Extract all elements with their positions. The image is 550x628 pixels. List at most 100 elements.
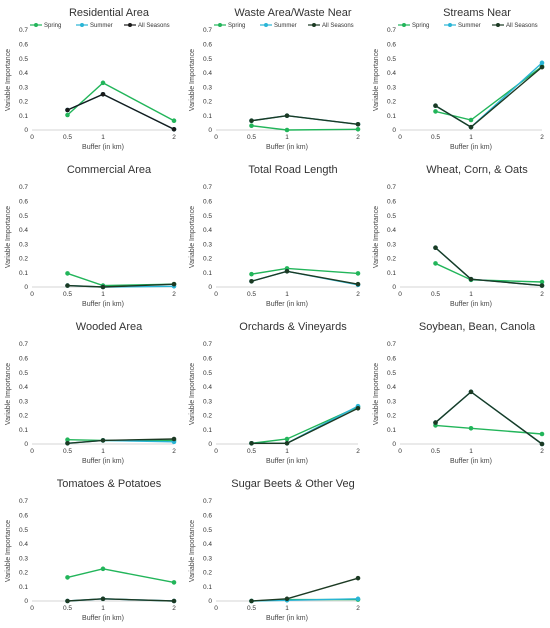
y-tick-label: 0.7 — [387, 184, 396, 191]
chart-panel-9: Tomatoes & Potatoes 0 0.1 0.2 0.3 0.4 0.5 0.6 0.… — [5, 478, 177, 622]
data-point-all_seasons — [171, 281, 177, 287]
y-tick-label: 0.5 — [19, 56, 28, 63]
data-point-spring — [539, 431, 545, 437]
y-tick-label: 0.4 — [19, 384, 28, 391]
y-tick-label: 0.4 — [203, 541, 212, 548]
x-tick-label: 0 — [30, 448, 34, 455]
y-tick-label: 0.6 — [203, 198, 212, 205]
x-tick-label: 0.5 — [63, 448, 72, 455]
y-tick-label: 0.6 — [387, 355, 396, 362]
data-point-all_seasons — [249, 598, 254, 604]
data-point-spring — [249, 123, 254, 129]
chart-title: Orchards & Vineyards — [239, 321, 347, 333]
y-tick-label: 0.4 — [19, 227, 28, 234]
data-point-spring — [249, 271, 254, 277]
data-point-spring — [433, 109, 438, 114]
x-tick-label: 0 — [398, 291, 402, 298]
y-tick-label: 0 — [24, 127, 28, 134]
x-tick-label: 1 — [469, 448, 473, 455]
chart-title: Commercial Area — [67, 164, 152, 176]
y-tick-label: 0 — [392, 441, 396, 448]
x-tick-label: 2 — [356, 448, 360, 455]
y-tick-label: 0.7 — [19, 341, 28, 348]
data-point-spring — [468, 425, 474, 431]
legend-item-all_seasons: All Seasons — [492, 23, 538, 29]
y-axis-label: Variable Importance — [373, 49, 380, 111]
y-tick-label: 0.5 — [203, 370, 212, 377]
y-tick-label: 0.6 — [19, 41, 28, 48]
y-tick-label: 0 — [392, 284, 396, 291]
x-tick-label: 0.5 — [63, 134, 72, 141]
y-tick-label: 0.7 — [19, 498, 28, 505]
y-tick-label: 0.7 — [19, 27, 28, 34]
x-tick-label: 2 — [540, 448, 544, 455]
chart-title: Residential Area — [69, 7, 150, 19]
data-point-spring — [171, 580, 177, 585]
x-tick-label: 0 — [214, 291, 218, 298]
x-tick-label: 1 — [101, 448, 105, 455]
x-tick-label: 1 — [101, 291, 105, 298]
series-line-all_seasons — [435, 66, 543, 129]
x-tick-label: 2 — [540, 134, 544, 141]
y-axis-label: Variable Importance — [5, 520, 12, 582]
data-point-all_seasons — [284, 113, 290, 119]
data-point-summer — [539, 60, 545, 66]
data-point-spring — [433, 261, 438, 266]
legend-item-all_seasons: All Seasons — [124, 23, 170, 29]
data-point-all_seasons — [539, 283, 545, 288]
series-line-summer — [251, 270, 359, 286]
y-tick-label: 0.2 — [203, 413, 212, 420]
y-tick-label: 0.3 — [387, 241, 396, 248]
chart-title: Soybean, Bean, Canola — [419, 321, 536, 333]
chart-panel-3: Commercial Area 0 0.1 0.2 0.3 0.4 0.5 0.6 0.7 0 0.… — [5, 164, 177, 308]
y-tick-label: 0.5 — [19, 527, 28, 534]
data-point-spring — [100, 80, 106, 86]
chart-panel-1: Waste Area/Waste Near 0 0.1 0.2 0.3 0.4 0.5 0.6… — [189, 7, 361, 151]
x-axis-label: Buffer (in km) — [266, 144, 308, 151]
y-tick-label: 0.5 — [19, 370, 28, 377]
y-tick-label: 0.6 — [19, 355, 28, 362]
data-point-spring — [284, 436, 290, 442]
data-point-all_seasons — [468, 276, 474, 282]
y-tick-label: 0.6 — [19, 512, 28, 519]
x-tick-label: 0.5 — [63, 605, 72, 612]
y-tick-label: 0.5 — [203, 56, 212, 63]
chart-title: Streams Near — [443, 7, 511, 19]
data-point-all_seasons — [100, 596, 106, 602]
y-tick-label: 0 — [208, 284, 212, 291]
data-point-all_seasons — [355, 575, 361, 581]
y-tick-label: 0.2 — [387, 256, 396, 263]
data-point-all_seasons — [100, 284, 106, 290]
data-point-all_seasons — [539, 441, 545, 447]
chart-title: Total Road Length — [248, 164, 337, 176]
series-line-spring — [251, 406, 359, 444]
x-axis-label: Buffer (in km) — [450, 144, 492, 151]
x-tick-label: 0 — [398, 448, 402, 455]
y-tick-label: 0.7 — [387, 27, 396, 34]
y-tick-label: 0.7 — [19, 184, 28, 191]
y-tick-label: 0.3 — [19, 84, 28, 91]
series-line-spring — [435, 262, 543, 283]
y-axis-label: Variable Importance — [189, 520, 196, 582]
y-tick-label: 0.3 — [203, 398, 212, 405]
data-point-spring — [355, 126, 361, 132]
y-tick-label: 0.4 — [203, 384, 212, 391]
data-point-all_seasons — [171, 436, 177, 442]
chart-panel-0: Residential Area 0 0.1 0.2 0.3 0.4 0.5 0.6 0.7 0 0… — [5, 7, 177, 151]
x-tick-label: 0 — [214, 448, 218, 455]
data-point-spring — [171, 118, 177, 124]
chart-panel-10: Sugar Beets & Other Veg 0 0.1 0.2 0.3 0.4 0.5 0… — [189, 478, 361, 622]
legend-item-summer: Summer — [76, 23, 113, 29]
data-point-all_seasons — [468, 124, 474, 130]
y-tick-label: 0.1 — [19, 584, 28, 591]
x-tick-label: 1 — [101, 134, 105, 141]
y-tick-label: 0.2 — [203, 570, 212, 577]
x-axis-label: Buffer (in km) — [450, 458, 492, 465]
x-tick-label: 0 — [30, 291, 34, 298]
y-tick-label: 0.6 — [19, 198, 28, 205]
legend-label: All Seasons — [138, 23, 170, 29]
y-tick-label: 0.3 — [19, 398, 28, 405]
y-axis-label: Variable Importance — [189, 206, 196, 268]
y-tick-label: 0.4 — [387, 227, 396, 234]
y-tick-label: 0.1 — [387, 427, 396, 434]
